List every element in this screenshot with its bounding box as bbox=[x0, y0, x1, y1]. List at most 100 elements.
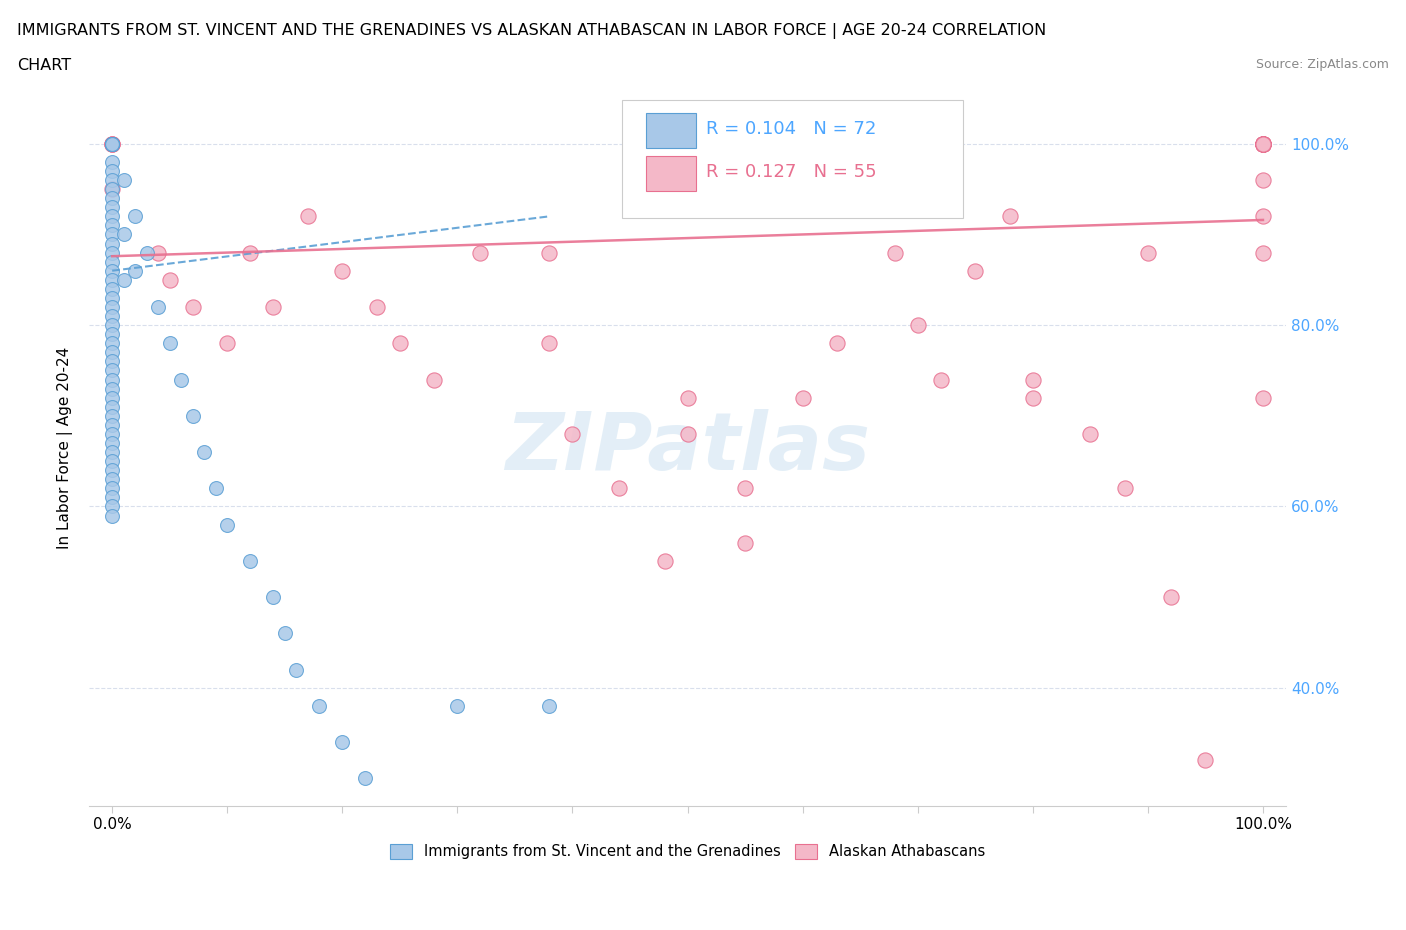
Point bbox=[388, 336, 411, 351]
Point bbox=[965, 263, 987, 278]
Point bbox=[998, 209, 1021, 224]
Point bbox=[239, 553, 262, 568]
Point bbox=[607, 481, 630, 496]
Point bbox=[101, 137, 124, 152]
Point bbox=[274, 626, 297, 641]
Point bbox=[330, 735, 353, 750]
Point bbox=[101, 137, 124, 152]
FancyBboxPatch shape bbox=[645, 113, 696, 148]
Point bbox=[825, 336, 848, 351]
Point bbox=[159, 272, 181, 287]
Point bbox=[101, 154, 124, 169]
Point bbox=[446, 698, 468, 713]
Point bbox=[101, 137, 124, 152]
Point bbox=[262, 590, 284, 604]
Point bbox=[1251, 137, 1274, 152]
Point bbox=[101, 508, 124, 523]
Point bbox=[101, 372, 124, 387]
Point bbox=[101, 236, 124, 251]
Point bbox=[1251, 391, 1274, 405]
Point bbox=[654, 553, 676, 568]
Point bbox=[101, 318, 124, 333]
Point bbox=[101, 418, 124, 432]
Point bbox=[101, 137, 124, 152]
Point bbox=[193, 445, 215, 459]
Point bbox=[170, 372, 193, 387]
Point bbox=[101, 246, 124, 260]
Point bbox=[101, 137, 124, 152]
Point bbox=[101, 472, 124, 486]
Point bbox=[101, 181, 124, 196]
Point bbox=[101, 326, 124, 341]
Point bbox=[101, 499, 124, 514]
Point bbox=[792, 391, 814, 405]
Text: IMMIGRANTS FROM ST. VINCENT AND THE GRENADINES VS ALASKAN ATHABASCAN IN LABOR FO: IMMIGRANTS FROM ST. VINCENT AND THE GREN… bbox=[17, 23, 1046, 39]
Point bbox=[101, 445, 124, 459]
Point bbox=[1114, 481, 1136, 496]
Point bbox=[308, 698, 330, 713]
Point bbox=[101, 137, 124, 152]
Text: ZIPatlas: ZIPatlas bbox=[505, 408, 870, 486]
Point bbox=[1022, 391, 1045, 405]
FancyBboxPatch shape bbox=[645, 156, 696, 191]
Point bbox=[135, 246, 157, 260]
Point bbox=[1251, 137, 1274, 152]
Point bbox=[112, 173, 135, 188]
Point bbox=[538, 698, 561, 713]
Point bbox=[734, 481, 756, 496]
Point bbox=[112, 227, 135, 242]
Point bbox=[1251, 137, 1274, 152]
Point bbox=[423, 372, 446, 387]
Point bbox=[1251, 137, 1274, 152]
Point bbox=[929, 372, 952, 387]
Point bbox=[676, 391, 699, 405]
Point bbox=[101, 173, 124, 188]
Text: CHART: CHART bbox=[17, 58, 70, 73]
Point bbox=[1251, 173, 1274, 188]
Point bbox=[388, 807, 411, 822]
Point bbox=[101, 137, 124, 152]
Point bbox=[101, 227, 124, 242]
Point bbox=[101, 209, 124, 224]
Point bbox=[470, 246, 492, 260]
Point bbox=[204, 481, 226, 496]
Point bbox=[101, 290, 124, 305]
Point bbox=[101, 381, 124, 396]
Point bbox=[101, 354, 124, 369]
Point bbox=[354, 771, 377, 786]
Y-axis label: In Labor Force | Age 20-24: In Labor Force | Age 20-24 bbox=[58, 346, 73, 549]
Point bbox=[297, 209, 319, 224]
Point bbox=[907, 318, 929, 333]
Point bbox=[101, 137, 124, 152]
Point bbox=[101, 399, 124, 414]
Point bbox=[1251, 246, 1274, 260]
Point bbox=[101, 254, 124, 269]
Point bbox=[101, 345, 124, 360]
Point bbox=[285, 662, 308, 677]
Text: R = 0.127   N = 55: R = 0.127 N = 55 bbox=[706, 163, 876, 181]
Point bbox=[101, 408, 124, 423]
Point bbox=[148, 246, 170, 260]
Point bbox=[101, 191, 124, 206]
Point bbox=[217, 517, 239, 532]
Point bbox=[124, 263, 146, 278]
Point bbox=[101, 309, 124, 324]
Point bbox=[101, 427, 124, 442]
Point bbox=[101, 363, 124, 378]
Point bbox=[101, 200, 124, 215]
Point bbox=[1160, 590, 1182, 604]
Point bbox=[734, 536, 756, 551]
Point bbox=[561, 427, 583, 442]
Point bbox=[217, 336, 239, 351]
Point bbox=[101, 481, 124, 496]
Point bbox=[538, 246, 561, 260]
Point bbox=[101, 336, 124, 351]
Point bbox=[148, 299, 170, 314]
Point bbox=[423, 844, 446, 858]
FancyBboxPatch shape bbox=[621, 100, 963, 219]
Point bbox=[1136, 246, 1159, 260]
Point bbox=[101, 463, 124, 478]
Point bbox=[1251, 209, 1274, 224]
Text: R = 0.104   N = 72: R = 0.104 N = 72 bbox=[706, 120, 876, 139]
Point bbox=[366, 299, 388, 314]
